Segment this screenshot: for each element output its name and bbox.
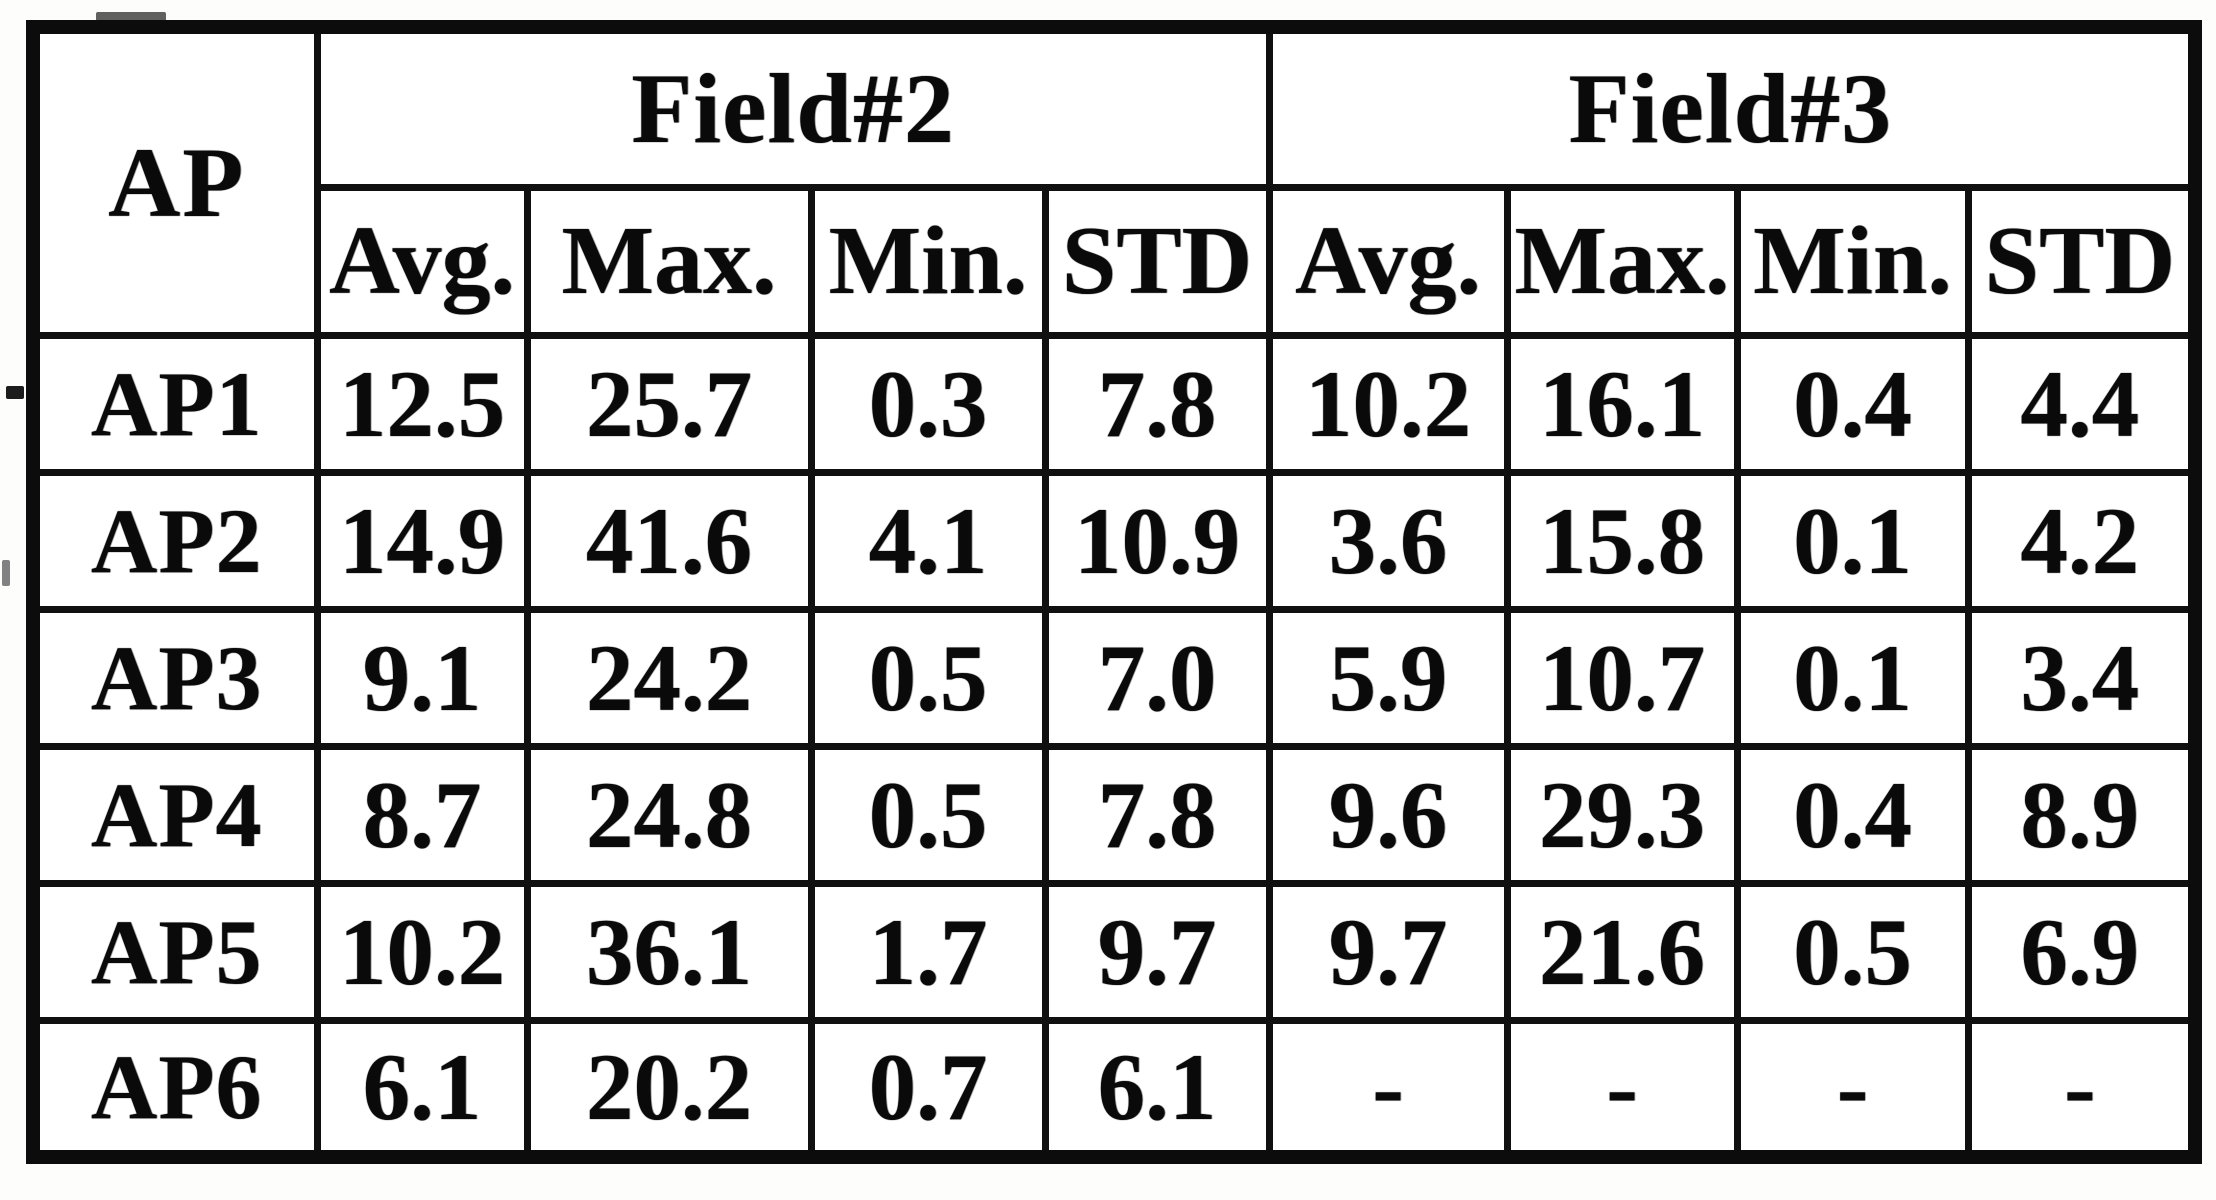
data-cell: 24.8 [523,742,815,887]
row-header-ap3: AP3 [29,605,321,750]
data-cell: 24.2 [523,605,815,750]
data-cell: 0.5 [807,605,1049,750]
data-cell: 0.1 [1733,468,1972,613]
data-cell: 8.7 [313,742,531,887]
subheader-field2-std: STD [1041,183,1273,339]
data-cell: 8.9 [1964,742,2199,887]
data-cell: 6.1 [1041,1016,1273,1161]
data-cell: 10.7 [1503,605,1741,750]
data-cell: 0.4 [1733,331,1972,476]
data-cell: 9.7 [1041,879,1273,1024]
data-cell: 0.3 [807,331,1049,476]
data-cell: 41.6 [523,468,815,613]
data-cell: 7.8 [1041,742,1273,887]
data-cell: 29.3 [1503,742,1741,887]
data-cell: 16.1 [1503,331,1741,476]
data-cell: 9.6 [1265,742,1511,887]
data-cell-missing: - [1265,1016,1511,1161]
data-cell: 5.9 [1265,605,1511,750]
table-row-ap6: AP6 6.1 20.2 0.7 6.1 - - - - [29,1016,2199,1161]
table-row-ap1: AP1 12.5 25.7 0.3 7.8 10.2 16.1 0.4 4.4 [29,331,2199,476]
data-cell-missing: - [1503,1016,1741,1161]
scan-artifact-smudge [2,560,10,586]
data-cell: 10.2 [1265,331,1511,476]
row-header-ap2: AP2 [29,468,321,613]
row-header-ap5: AP5 [29,879,321,1024]
data-cell: 7.8 [1041,331,1273,476]
corner-header-ap: AP [29,23,321,339]
table-row-ap4: AP4 8.7 24.8 0.5 7.8 9.6 29.3 0.4 8.9 [29,742,2199,887]
table-row-ap5: AP5 10.2 36.1 1.7 9.7 9.7 21.6 0.5 6.9 [29,879,2199,1024]
data-cell: 7.0 [1041,605,1273,750]
data-cell: 14.9 [313,468,531,613]
data-cell: 4.2 [1964,468,2199,613]
data-cell-missing: - [1964,1016,2199,1161]
data-cell: 10.9 [1041,468,1273,613]
data-cell: 0.5 [807,742,1049,887]
data-cell: 9.7 [1265,879,1511,1024]
data-cell: 3.4 [1964,605,2199,750]
data-cell: 10.2 [313,879,531,1024]
data-cell: 0.7 [807,1016,1049,1161]
data-cell: 0.4 [1733,742,1972,887]
ap-field-stats-table: AP Field#2 Field#3 Avg. Max. Min. STD Av… [26,20,2203,1164]
data-cell: 0.5 [1733,879,1972,1024]
subheader-field3-avg: Avg. [1265,183,1511,339]
scan-artifact-smudge [96,12,166,21]
table-row-ap3: AP3 9.1 24.2 0.5 7.0 5.9 10.7 0.1 3.4 [29,605,2199,750]
subheader-field3-min: Min. [1733,183,1972,339]
data-cell: 9.1 [313,605,531,750]
group-header-field3: Field#3 [1265,23,2199,191]
subheader-field2-max: Max. [523,183,815,339]
data-cell-missing: - [1733,1016,1972,1161]
data-cell: 4.4 [1964,331,2199,476]
group-header-row: AP Field#2 Field#3 [29,23,2199,339]
subheader-field2-min: Min. [807,183,1049,339]
data-cell: 0.1 [1733,605,1972,750]
data-cell: 21.6 [1503,879,1741,1024]
data-cell: 36.1 [523,879,815,1024]
group-header-field2: Field#2 [313,23,1273,191]
data-cell: 6.1 [313,1016,531,1161]
data-cell: 20.2 [523,1016,815,1161]
subheader-field3-max: Max. [1503,183,1741,339]
sub-header-row: Avg. Max. Min. STD Avg. Max. Min. STD [33,183,2199,339]
data-cell: 6.9 [1964,879,2199,1024]
scan-artifact-dot [6,386,24,399]
data-cell: 1.7 [807,879,1049,1024]
subheader-field2-avg: Avg. [313,183,531,339]
row-header-ap1: AP1 [29,331,321,476]
data-cell: 4.1 [807,468,1049,613]
data-cell: 3.6 [1265,468,1511,613]
data-cell: 15.8 [1503,468,1741,613]
row-header-ap6: AP6 [29,1016,321,1161]
row-header-ap4: AP4 [29,742,321,887]
data-cell: 25.7 [523,331,815,476]
subheader-field3-std: STD [1964,183,2199,339]
data-cell: 12.5 [313,331,531,476]
table-row-ap2: AP2 14.9 41.6 4.1 10.9 3.6 15.8 0.1 4.2 [29,468,2199,613]
